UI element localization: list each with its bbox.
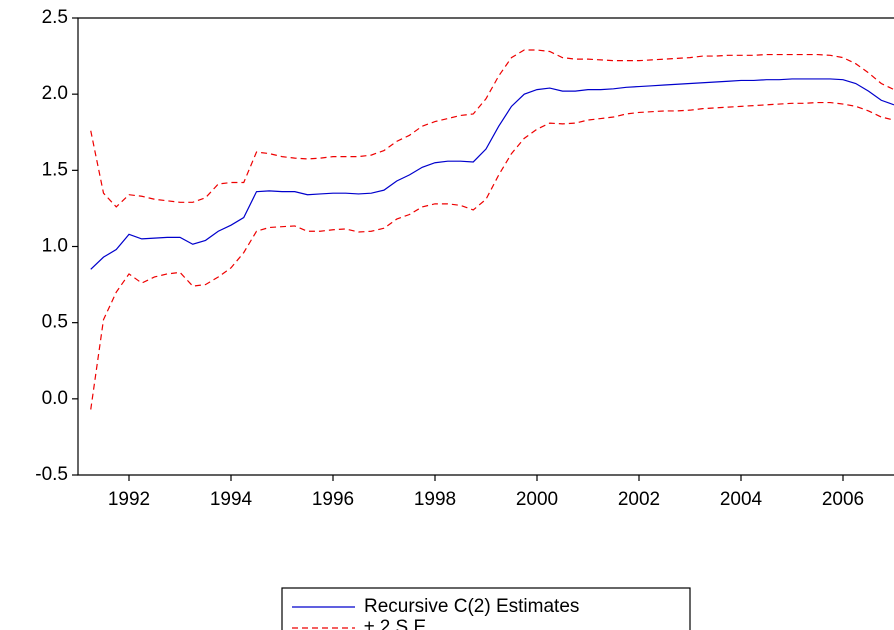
y-tick-label: 0.0 xyxy=(42,388,68,409)
legend-box xyxy=(281,587,691,630)
x-tick-label: 2006 xyxy=(822,489,864,510)
series-line xyxy=(90,78,894,270)
axis-frame xyxy=(77,17,894,476)
series-line xyxy=(90,101,894,410)
y-tick-label: -0.5 xyxy=(35,464,68,485)
x-tick-label: 2004 xyxy=(720,489,763,510)
y-tick-label: 1.0 xyxy=(42,236,68,257)
x-tick-label: 1996 xyxy=(312,489,354,510)
x-tick-label: 2002 xyxy=(618,489,660,510)
x-tick-label: 1998 xyxy=(414,489,456,510)
series-line xyxy=(90,49,894,208)
x-tick-label: 1994 xyxy=(210,489,253,510)
y-tick-label: 2.5 xyxy=(42,7,68,28)
y-tick-label: 1.5 xyxy=(42,159,68,180)
y-tick-label: 0.5 xyxy=(42,312,68,333)
legend-label: Recursive C(2) Estimates xyxy=(364,596,579,617)
y-tick-label: 2.0 xyxy=(42,83,68,104)
x-tick-label: 1992 xyxy=(108,489,150,510)
x-tick-label: 2000 xyxy=(516,489,558,510)
legend-label: ± 2 S.E. xyxy=(364,617,431,630)
